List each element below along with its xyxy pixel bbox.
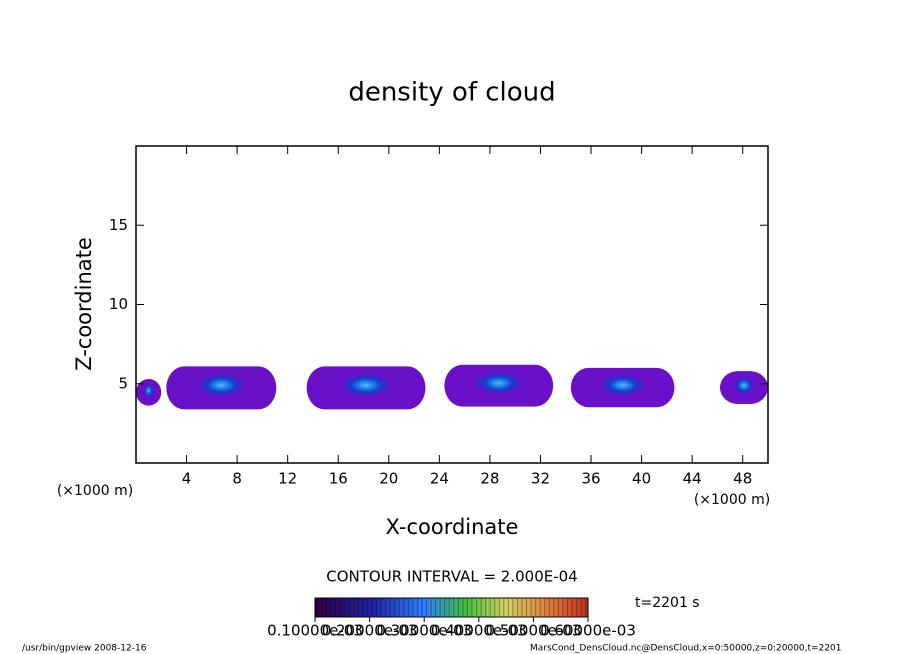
x-tick-label: 16 xyxy=(329,470,348,488)
colorbar-tick-label: 0.50000e-03 xyxy=(486,622,582,640)
x-tick-label: 20 xyxy=(379,470,398,488)
cloud-core xyxy=(731,375,756,396)
colorbar xyxy=(314,597,589,618)
plot-frame xyxy=(135,145,769,464)
y-tick-label: 15 xyxy=(109,216,128,234)
chart-title: density of cloud xyxy=(348,78,555,108)
x-tick-label: 32 xyxy=(531,470,550,488)
x-tick-label: 36 xyxy=(581,470,600,488)
cloud-core xyxy=(193,371,249,399)
footer: MarsCond_DensCloud.nc@DensCloud,x=0:5000… xyxy=(530,644,842,654)
y-axis-label: Z-coordinate xyxy=(72,237,96,371)
cloud-core xyxy=(471,369,526,397)
plot xyxy=(136,364,768,410)
y-tick-label: 10 xyxy=(109,295,128,313)
x-tick-label: 12 xyxy=(278,470,297,488)
colorbar-tick-label: 0.60000e-03 xyxy=(540,622,636,640)
colorbar-tick-label: 0.20000e-03 xyxy=(322,622,418,640)
x-tick-label: 24 xyxy=(430,470,449,488)
contour-interval: CONTOUR INTERVAL = 2.000E-04 xyxy=(326,568,577,586)
x-unit: (×1000 m) xyxy=(57,483,133,499)
x-axis-label: X-coordinate xyxy=(386,515,519,539)
colorbar-tick-label: 0.40000e-03 xyxy=(431,622,527,640)
time-label: t=2201 s xyxy=(635,595,700,611)
cloud-core xyxy=(142,382,155,399)
x-unit: (×1000 m) xyxy=(694,492,770,508)
colorbar-tick-label: 0.10000e-03 xyxy=(267,622,363,640)
cloud-core xyxy=(596,372,649,398)
x-tick-label: 40 xyxy=(632,470,651,488)
x-tick-label: 44 xyxy=(683,470,702,488)
x-tick-label: 4 xyxy=(182,470,192,488)
cloud-core xyxy=(336,371,396,399)
x-tick-label: 48 xyxy=(733,470,752,488)
y-tick-label: 5 xyxy=(118,374,128,392)
x-tick-label: 28 xyxy=(480,470,499,488)
colorbar-tick-label: 0.30000e-03 xyxy=(376,622,472,640)
x-tick-label: 8 xyxy=(232,470,242,488)
footer: /usr/bin/gpview 2008-12-16 xyxy=(22,644,147,654)
